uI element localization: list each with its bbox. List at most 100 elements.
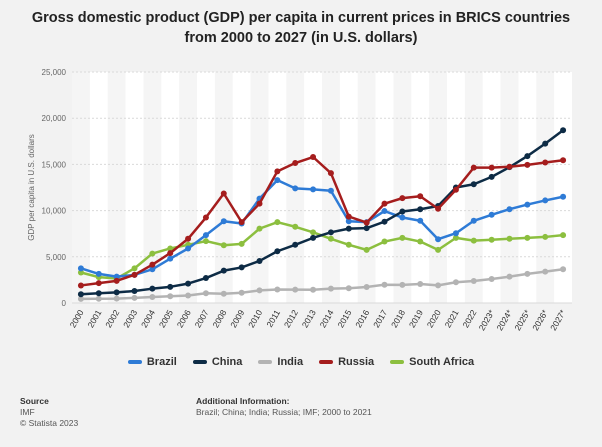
- data-point-russia: [292, 160, 299, 167]
- chart-title: Gross domestic product (GDP) per capita …: [31, 10, 571, 46]
- x-tick-label: 2027*: [548, 307, 568, 332]
- data-point-russia: [542, 159, 549, 166]
- data-point-russia: [310, 154, 317, 161]
- x-tick-label: 2020: [425, 308, 443, 330]
- data-point-brazil: [149, 266, 156, 273]
- legend-item-india[interactable]: India: [258, 356, 303, 368]
- data-point-china: [345, 225, 352, 232]
- column-band: [143, 72, 162, 303]
- column-band: [536, 72, 555, 303]
- data-point-south-africa: [435, 246, 442, 253]
- data-point-russia: [381, 200, 388, 207]
- data-point-south-africa: [452, 234, 459, 241]
- legend-swatch-china: [192, 360, 207, 364]
- column-band: [429, 72, 447, 303]
- x-tick-label: 2022: [460, 308, 478, 330]
- legend-item-south-africa[interactable]: South Africa: [390, 356, 474, 368]
- y-axis-label: GDP per capita in U.S. dollars: [27, 134, 36, 241]
- data-point-south-africa: [488, 236, 495, 243]
- data-point-brazil: [274, 177, 281, 184]
- legend-item-china[interactable]: China: [192, 356, 243, 368]
- x-tick-label: 2018: [389, 308, 407, 330]
- x-tick-label: 2011: [264, 308, 282, 329]
- data-point-russia: [417, 193, 424, 200]
- series-line-russia: [80, 155, 564, 287]
- data-point-india: [185, 292, 192, 299]
- column-band: [107, 72, 126, 303]
- data-point-india: [417, 281, 424, 288]
- data-point-brazil: [310, 186, 317, 193]
- data-point-india: [435, 282, 442, 289]
- data-point-south-africa: [167, 245, 174, 252]
- legend-item-brazil[interactable]: Brazil: [127, 356, 177, 368]
- legend-swatch-brazil: [127, 360, 142, 364]
- legend-label-china: China: [211, 356, 243, 368]
- copyright[interactable]: © Statista 2023: [20, 418, 79, 428]
- source-name[interactable]: IMF: [20, 407, 35, 417]
- source-label: Source: [20, 396, 49, 406]
- data-point-south-africa: [149, 250, 156, 257]
- data-point-india: [256, 287, 263, 294]
- data-point-india: [470, 278, 477, 285]
- data-point-south-africa: [363, 246, 370, 253]
- x-tick-label: 2000: [68, 308, 86, 330]
- data-point-india: [542, 268, 549, 275]
- data-point-russia: [202, 214, 209, 221]
- data-point-russia: [167, 250, 174, 257]
- data-point-russia: [363, 219, 370, 226]
- data-point-brazil: [506, 206, 513, 213]
- data-point-china: [417, 206, 424, 213]
- data-point-brazil: [470, 217, 477, 224]
- data-point-china: [488, 173, 495, 180]
- legend-swatch-south-africa: [390, 360, 405, 364]
- data-point-india: [95, 295, 102, 302]
- data-point-china: [470, 181, 477, 188]
- data-point-china: [560, 127, 567, 134]
- legend-label-brazil: Brazil: [146, 356, 177, 368]
- x-tick-label: 2005: [157, 308, 175, 330]
- data-point-china: [399, 208, 406, 215]
- x-tick-label: 2016: [353, 308, 371, 330]
- data-point-brazil: [167, 255, 174, 262]
- data-point-brazil: [560, 193, 567, 200]
- data-point-russia: [77, 282, 84, 289]
- data-point-russia: [399, 195, 406, 202]
- data-point-brazil: [452, 230, 459, 237]
- data-point-south-africa: [220, 242, 227, 249]
- data-point-south-africa: [345, 241, 352, 248]
- data-point-south-africa: [327, 235, 334, 242]
- column-band: [179, 72, 197, 303]
- chart-legend: Brazil China India Russia South Africa: [0, 356, 602, 368]
- x-tick-label: 2021: [443, 308, 461, 330]
- data-point-china: [131, 287, 138, 294]
- data-point-brazil: [381, 208, 388, 215]
- data-point-india: [399, 281, 406, 288]
- data-point-brazil: [113, 273, 120, 280]
- data-point-russia: [506, 163, 513, 170]
- data-point-brazil: [202, 232, 209, 239]
- data-point-india: [202, 290, 209, 297]
- data-point-china: [149, 285, 156, 292]
- data-point-brazil: [399, 214, 406, 221]
- data-point-brazil: [327, 187, 334, 194]
- legend-item-russia[interactable]: Russia: [319, 356, 374, 368]
- data-point-china: [381, 218, 388, 225]
- data-point-russia: [238, 219, 245, 226]
- data-point-china: [292, 241, 299, 248]
- data-point-india: [238, 289, 245, 296]
- data-point-china: [167, 283, 174, 290]
- data-point-south-africa: [524, 234, 531, 241]
- series-line-brazil: [80, 178, 564, 278]
- data-point-brazil: [95, 270, 102, 277]
- y-tick-label: 25,000: [42, 68, 67, 77]
- y-tick-label: 15,000: [42, 160, 67, 169]
- x-tick-label: 2006: [175, 308, 193, 330]
- data-point-south-africa: [256, 225, 263, 232]
- data-point-russia: [560, 157, 567, 164]
- data-point-russia: [470, 164, 477, 171]
- data-point-india: [292, 286, 299, 293]
- data-point-brazil: [292, 185, 299, 192]
- data-point-south-africa: [417, 238, 424, 245]
- x-tick-label: 2007: [193, 308, 211, 330]
- data-point-india: [452, 279, 459, 286]
